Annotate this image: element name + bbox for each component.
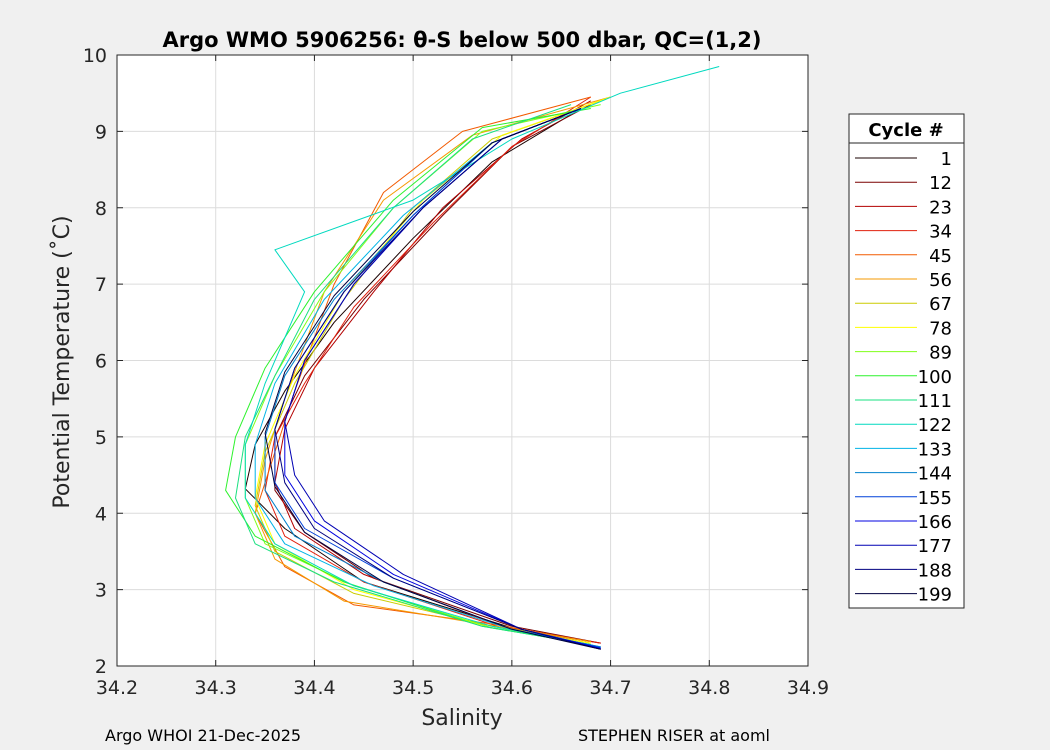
x-axis-label: Salinity [421,706,502,731]
legend-item: 133 [855,439,952,460]
legend-label: 199 [918,585,952,606]
legend-label: 111 [918,391,952,412]
legend-item: 188 [855,560,952,581]
x-tick-label: 34.4 [293,677,335,699]
y-axis-label: Potential Temperature (˚C) [50,215,75,508]
legend-label: 155 [918,488,952,509]
legend-item: 111 [855,391,952,412]
legend-item: 56 [855,270,952,291]
legend-item: 45 [855,246,952,267]
x-tick-label: 34.9 [787,677,829,699]
y-axis-ticks: 2 3 4 5 6 7 8 9 10 [83,45,808,678]
footer-right: STEPHEN RISER at aoml [578,726,770,745]
legend-item: 100 [855,367,952,388]
series-line-cycle-133 [254,108,601,648]
legend-label: 133 [918,439,952,460]
legend-label: 166 [918,512,952,533]
y-tick-label: 8 [95,198,107,220]
y-tick-label: 2 [95,656,107,678]
legend-item: 144 [855,464,952,485]
legend-item: 34 [855,222,952,243]
legend-item: 67 [855,294,952,315]
legend-item: 12 [855,173,952,194]
legend-box [848,113,965,609]
y-tick-label: 10 [83,45,107,67]
legend-label: 12 [929,173,952,194]
legend-item: 1 [855,149,952,170]
legend-item: 177 [855,536,952,557]
legend-item: 199 [855,585,952,606]
legend: Cycle # 1 12 23 34 45 56 67 78 89 100 111 122 133 144… [848,113,965,609]
legend-label: 122 [918,415,952,436]
legend-item: 78 [855,318,952,339]
series-line-cycle-199 [264,111,601,650]
y-tick-label: 6 [95,351,107,373]
x-tick-label: 34.6 [491,677,533,699]
series-line-cycle-122 [244,66,720,646]
legend-title: Cycle # [868,120,943,141]
footer-left: Argo WHOI 21-Dec-2025 [105,726,301,745]
y-tick-label: 3 [95,580,107,602]
legend-label: 188 [918,560,952,581]
y-tick-label: 9 [95,121,107,143]
y-tick-label: 7 [95,274,107,296]
series-line-cycle-111 [235,104,591,646]
y-tick-label: 5 [95,427,107,449]
legend-item: 89 [855,343,952,364]
legend-label: 45 [929,246,952,267]
legend-label: 34 [929,222,952,243]
x-axis-ticks: 34.2 34.3 34.4 34.5 34.6 34.7 34.8 34.9 [96,55,829,699]
x-tick-label: 34.7 [589,677,631,699]
y-tick-label: 4 [95,503,107,525]
series-layer [225,66,720,650]
legend-entries: 1 12 23 34 45 56 67 78 89 100 111 122 133 144 155 166 17… [855,149,952,606]
legend-item: 23 [855,197,952,218]
legend-label: 78 [929,318,952,339]
legend-item: 155 [855,488,952,509]
legend-item: 122 [855,415,952,436]
legend-label: 67 [929,294,952,315]
legend-label: 1 [941,149,952,170]
legend-label: 177 [918,536,952,557]
legend-label: 56 [929,270,952,291]
legend-label: 89 [929,343,952,364]
legend-label: 144 [918,464,952,485]
legend-item: 166 [855,512,952,533]
chart-title: Argo WMO 5906256: θ-S below 500 dbar, QC… [163,28,762,52]
x-tick-label: 34.8 [688,677,730,699]
x-tick-label: 34.2 [96,677,138,699]
x-tick-label: 34.5 [392,677,434,699]
x-tick-label: 34.3 [195,677,237,699]
series-line-cycle-188 [274,108,601,650]
legend-label: 23 [929,197,952,218]
legend-label: 100 [918,367,952,388]
